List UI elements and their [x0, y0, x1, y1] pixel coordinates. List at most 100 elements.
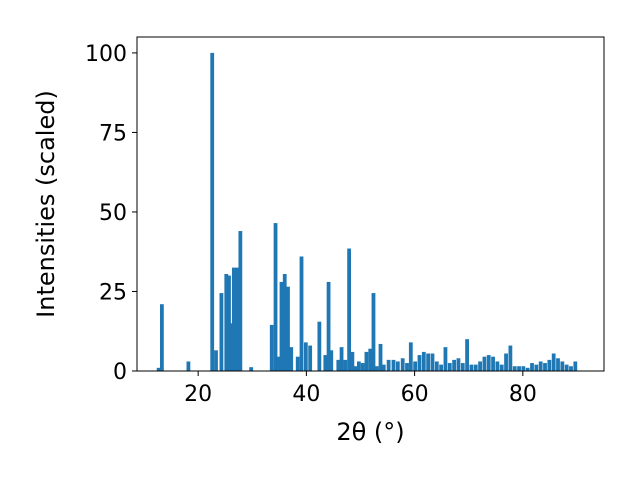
bar: [386, 359, 391, 371]
bar: [374, 366, 379, 371]
bar: [279, 281, 284, 371]
bar: [430, 353, 435, 371]
bar: [350, 351, 355, 371]
bar: [336, 359, 341, 371]
bar: [469, 364, 474, 371]
bar: [517, 366, 521, 371]
bar: [443, 347, 448, 371]
bar: [413, 361, 418, 371]
bar: [417, 355, 422, 371]
bar: [564, 364, 569, 371]
bar: [551, 353, 556, 371]
bar: [508, 345, 513, 371]
bar: [356, 361, 361, 371]
bar: [473, 364, 478, 371]
bar: [273, 223, 278, 371]
bar: [465, 339, 469, 371]
bar: [426, 353, 431, 371]
bar: [235, 267, 240, 371]
bar: [229, 323, 234, 371]
bar: [299, 256, 304, 371]
bar: [286, 286, 290, 371]
bar: [521, 366, 526, 371]
bar: [364, 351, 369, 371]
bar: [156, 367, 161, 371]
bar: [421, 351, 426, 371]
y-tick-label: 100: [85, 42, 127, 67]
bar: [569, 366, 573, 371]
bar: [456, 358, 461, 371]
bar: [573, 361, 578, 371]
bar: [543, 363, 547, 371]
bar: [556, 358, 560, 371]
bar: [353, 366, 358, 371]
bar: [160, 304, 164, 371]
bar: [452, 359, 456, 371]
bar: [381, 364, 386, 371]
bar: [512, 366, 517, 371]
bar: [482, 356, 487, 371]
bars: [156, 52, 578, 372]
bar: [214, 350, 218, 371]
bar: [295, 356, 300, 371]
bar: [378, 343, 383, 371]
bar: [347, 248, 352, 371]
bar: [560, 361, 565, 371]
bar: [371, 293, 376, 371]
plot-frame: [136, 36, 605, 372]
bar: [308, 345, 313, 371]
y-tick-label: 25: [99, 280, 127, 305]
bar: [434, 361, 439, 371]
bar: [368, 348, 373, 371]
bar: [210, 52, 215, 372]
bar: [276, 356, 281, 371]
bar: [360, 363, 365, 371]
x-axis: 20 40 60 80: [184, 371, 537, 407]
bar: [391, 359, 396, 371]
bar: [282, 273, 287, 371]
bar: [231, 267, 236, 371]
bar: [227, 275, 231, 371]
bar: [317, 321, 322, 371]
bar: [547, 359, 552, 371]
bar: [339, 347, 344, 371]
bar: [400, 358, 405, 371]
bar: [478, 361, 482, 371]
bar: [405, 363, 409, 371]
bar: [395, 361, 400, 371]
bar: [460, 363, 465, 371]
bar: [326, 281, 331, 371]
bar: [491, 356, 495, 371]
bar: [219, 293, 224, 371]
x-tick-label: 20: [184, 382, 212, 407]
x-tick-label: 60: [401, 382, 429, 407]
bar: [495, 361, 500, 371]
bar: [238, 231, 243, 371]
bar: [289, 347, 294, 371]
bar: [504, 353, 508, 371]
bar: [538, 361, 543, 371]
bar: [447, 363, 452, 371]
bar: [439, 364, 444, 371]
bar: [486, 355, 491, 371]
bar: [269, 324, 274, 371]
bar: [329, 350, 334, 371]
x-axis-label: 2θ (°): [336, 418, 404, 446]
bar: [343, 359, 348, 371]
x-tick-label: 80: [509, 382, 537, 407]
bar: [534, 364, 539, 371]
y-axis-label: Intensities (scaled): [32, 90, 60, 318]
bar: [408, 342, 413, 371]
bar: [499, 364, 504, 371]
y-tick-label: 75: [99, 121, 127, 146]
bar: [186, 361, 191, 371]
bar: [530, 363, 534, 371]
bar: [323, 355, 328, 371]
y-tick-label: 50: [99, 201, 127, 226]
y-axis: 0 25 50 75 100: [85, 42, 137, 385]
bar: [303, 342, 308, 371]
bar: [224, 273, 229, 371]
x-tick-label: 40: [292, 382, 320, 407]
bar: [525, 367, 530, 371]
